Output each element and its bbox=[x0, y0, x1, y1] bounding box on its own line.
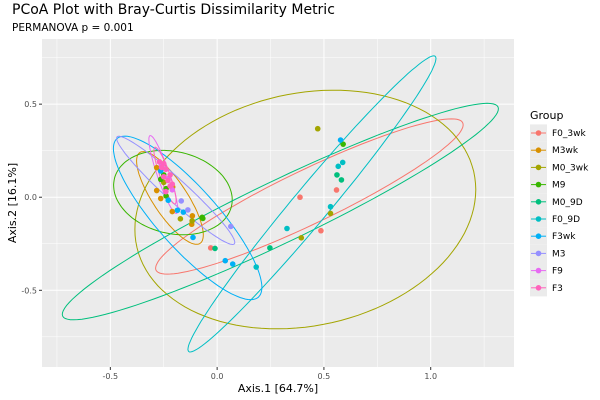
legend: Group F0_3wk M3wk M0_3wk M9 M0_9D F0_9D F3wk M3… bbox=[530, 109, 589, 297]
point-F3wk bbox=[174, 207, 181, 214]
point-M3wk bbox=[153, 187, 160, 194]
point-F0_9D bbox=[253, 264, 260, 270]
point-M0_9D bbox=[212, 245, 218, 252]
point-M0_3wk bbox=[327, 210, 334, 217]
x-tick-label: -0.5 bbox=[103, 372, 119, 381]
point-M0_9D bbox=[338, 177, 345, 183]
legend-title: Group bbox=[530, 109, 564, 122]
legend-label: F3wk bbox=[552, 232, 576, 242]
point-M0_3wk bbox=[177, 216, 184, 222]
legend-label: M3wk bbox=[552, 146, 579, 156]
point-F3wk bbox=[222, 257, 229, 264]
point-M3wk bbox=[153, 164, 160, 171]
chart-title: PCoA Plot with Bray-Curtis Dissimilarity… bbox=[12, 2, 335, 18]
point-F0_3wk bbox=[207, 245, 214, 251]
legend-label: M0_3wk bbox=[552, 163, 589, 173]
legend-label: M3 bbox=[552, 249, 566, 259]
ellipse-F0_3wk bbox=[155, 118, 464, 275]
grid-lines bbox=[42, 39, 514, 367]
chart-subtitle: PERMANOVA p = 0.001 bbox=[12, 22, 134, 34]
point-F3 bbox=[160, 173, 167, 180]
point-M9 bbox=[163, 193, 169, 199]
legend-key-point bbox=[535, 233, 542, 239]
point-M0_3wk bbox=[314, 125, 321, 132]
ellipse-M0_3wk bbox=[134, 89, 477, 330]
point-F3wk bbox=[337, 137, 344, 143]
point-M9 bbox=[340, 141, 346, 147]
legend-key-point bbox=[535, 164, 542, 171]
legend-label: F0_3wk bbox=[552, 129, 586, 139]
point-M0_9D bbox=[334, 172, 340, 178]
legend-key-point bbox=[535, 267, 542, 274]
point-F3 bbox=[163, 188, 169, 195]
legend-label: F0_9D bbox=[552, 215, 580, 225]
ellipse-M3 bbox=[116, 135, 236, 246]
axes: -0.5 0.0 0.5 1.0 0.5 0.0 -0.5 bbox=[21, 100, 437, 381]
point-M3 bbox=[178, 198, 185, 204]
point-M3 bbox=[185, 207, 191, 213]
plot-panel bbox=[42, 39, 514, 367]
point-M3wk bbox=[157, 195, 164, 202]
legend-key-point bbox=[535, 147, 542, 153]
y-tick-label: 0.0 bbox=[24, 193, 37, 202]
y-axis-label: Axis.2 [16.1%] bbox=[6, 163, 19, 243]
ellipse-M3wk bbox=[136, 151, 204, 245]
x-tick-label: 0.5 bbox=[318, 372, 331, 381]
point-F3 bbox=[156, 159, 163, 165]
point-F3 bbox=[165, 177, 171, 184]
y-tick-label: -0.5 bbox=[21, 286, 37, 295]
point-M0_9D bbox=[267, 245, 273, 251]
point-M0_3wk bbox=[298, 235, 305, 241]
legend-key-point bbox=[535, 199, 542, 205]
point-F3wk bbox=[190, 234, 196, 241]
point-M0_3wk bbox=[189, 218, 195, 224]
legend-label: F9 bbox=[552, 267, 563, 277]
ellipse-M0_9D bbox=[61, 102, 499, 321]
legend-key-point bbox=[535, 285, 542, 291]
legend-key-point bbox=[535, 250, 542, 257]
point-F0_3wk bbox=[318, 227, 324, 234]
point-F3 bbox=[163, 166, 169, 173]
point-M3wk bbox=[169, 208, 176, 215]
ellipse-F0_9D bbox=[187, 55, 437, 353]
legend-key-point bbox=[535, 216, 542, 222]
point-F0_3wk bbox=[297, 194, 303, 201]
point-F0_9D bbox=[284, 225, 290, 232]
point-F3wk bbox=[180, 209, 187, 215]
x-tick-label: 1.0 bbox=[424, 372, 437, 381]
point-F3wk bbox=[165, 197, 172, 204]
legend-label: F3 bbox=[552, 284, 563, 294]
point-M9 bbox=[199, 214, 205, 221]
point-M3 bbox=[228, 223, 234, 230]
ellipse-M9 bbox=[113, 149, 233, 236]
point-F0_9D bbox=[327, 203, 334, 210]
point-F0_3wk bbox=[333, 187, 340, 193]
legend-label: M9 bbox=[552, 181, 566, 191]
legend-key-point bbox=[535, 130, 542, 136]
legend-label: M0_9D bbox=[552, 198, 583, 208]
x-axis-label: Axis.1 [64.7%] bbox=[238, 382, 318, 395]
point-M3wk bbox=[189, 213, 196, 219]
y-tick-label: 0.5 bbox=[24, 100, 37, 109]
confidence-ellipses bbox=[61, 55, 499, 353]
point-F3 bbox=[167, 183, 173, 189]
legend-key-point bbox=[535, 181, 542, 188]
data-points bbox=[153, 125, 346, 270]
point-F0_9D bbox=[339, 159, 346, 166]
point-F0_9D bbox=[335, 163, 342, 170]
point-F3 bbox=[158, 164, 165, 171]
point-F3wk bbox=[229, 261, 236, 267]
point-F3 bbox=[167, 172, 173, 178]
x-tick-label: 0.0 bbox=[211, 372, 224, 381]
